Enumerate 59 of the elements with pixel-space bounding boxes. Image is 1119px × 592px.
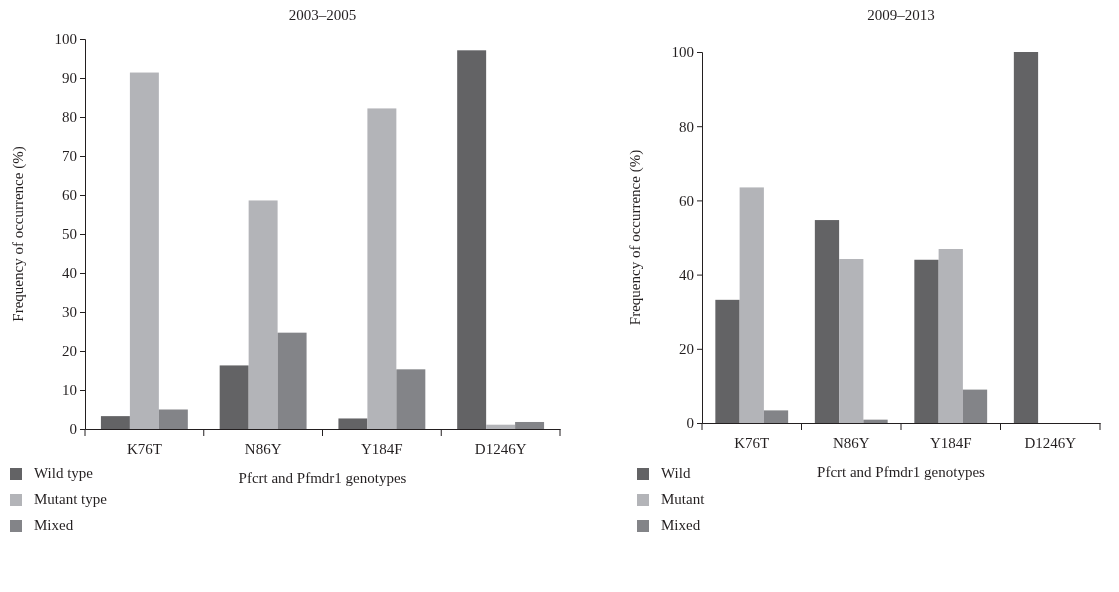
x-axis-title: Pfcrt and Pfmdr1 genotypes [817,464,986,480]
legend-label: Wild [661,465,691,481]
bar [100,416,130,429]
y-tick-label: 100 [671,44,694,61]
y-axis-title: Frequency of occurrence (%) [627,149,644,326]
y-tick-label: 50 [62,226,77,243]
bar [739,187,764,423]
bar [486,424,516,429]
x-tick-label: K76T [126,440,162,457]
x-axis-title: Pfcrt and Pfmdr1 genotypes [238,470,407,486]
y-tick-label: 30 [62,304,77,321]
legend-label: Mutant type [34,491,108,507]
y-tick-label: 80 [679,118,694,135]
bar [715,299,740,423]
y-tick-label: 20 [679,341,694,358]
x-tick-label: Y184F [361,440,403,457]
bar [814,220,840,423]
y-tick-label: 0 [69,421,77,438]
bar [367,108,397,429]
bar [839,259,864,423]
x-tick-label: Y184F [929,434,972,451]
chart-title: 2003–2005 [288,7,357,23]
bar [219,365,249,429]
y-tick-label: 90 [62,70,77,87]
bar [277,332,307,429]
bar [763,410,789,423]
bar [457,50,487,429]
legend-label: Mixed [34,517,74,533]
y-tick-label: 40 [679,266,694,283]
y-tick-label: 60 [679,192,694,209]
bar [914,259,939,423]
bar [338,418,368,429]
bar [396,369,426,429]
y-tick-label: 70 [62,148,77,165]
legend-label: Wild type [34,465,94,481]
bar [863,419,888,423]
x-tick-label: D1246Y [474,440,527,457]
y-tick-label: 100 [54,31,77,48]
bar [515,421,545,429]
y-tick-label: 0 [686,415,694,432]
legend-label: Mutant [661,491,706,507]
x-tick-label: N86Y [832,434,870,451]
legend-label: Mixed [661,517,701,533]
bar [129,72,159,429]
x-tick-label: D1246Y [1024,434,1077,451]
y-axis-title: Frequency of occurrence (%) [10,146,27,322]
y-tick-label: 80 [62,109,77,126]
y-tick-label: 20 [62,343,77,360]
bar [248,200,278,429]
bar [938,249,963,423]
chart-title: 2009–2013 [867,7,935,23]
x-tick-label: N86Y [244,440,282,457]
bar [962,389,988,423]
bar [1013,52,1039,423]
y-tick-label: 10 [62,382,77,399]
y-tick-label: 60 [62,187,77,204]
y-tick-label: 40 [62,265,77,282]
bar [158,409,188,429]
x-tick-label: K76T [734,434,770,451]
